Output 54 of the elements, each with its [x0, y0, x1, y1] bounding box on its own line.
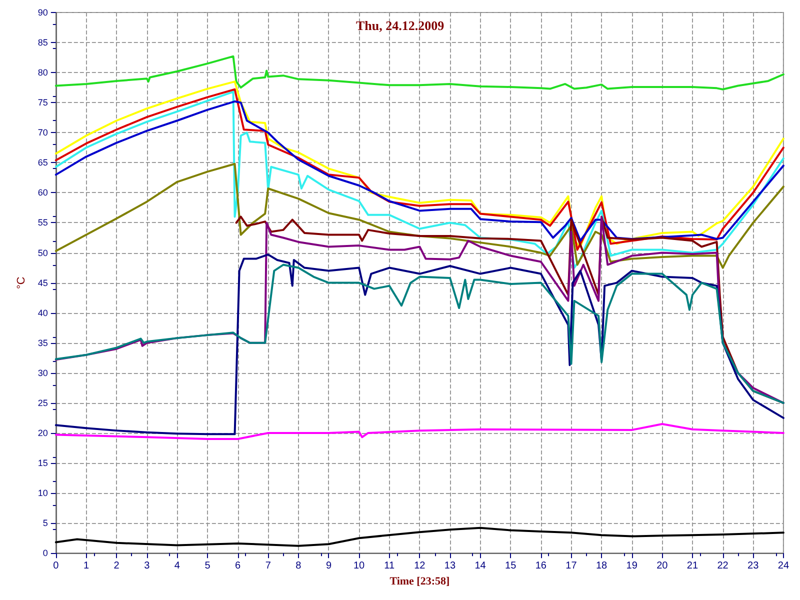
- x-tick-label: 22: [717, 560, 729, 572]
- y-tick-label: 70: [38, 128, 48, 138]
- y-tick-label: 20: [38, 428, 48, 438]
- x-axis-title: Time [23:58]: [390, 576, 450, 588]
- y-axis-title: °C: [16, 276, 28, 289]
- y-tick-label: 5: [42, 518, 48, 528]
- x-tick-label: 10: [353, 560, 366, 572]
- x-tick-label: 18: [596, 560, 608, 572]
- y-tick-label: 10: [38, 488, 48, 498]
- x-tick-label: 11: [384, 560, 395, 572]
- x-tick-label: 0: [53, 560, 60, 572]
- y-tick-label: 75: [38, 98, 48, 108]
- x-tick-label: 3: [144, 560, 150, 572]
- x-tick-label: 2: [114, 560, 120, 572]
- line-series: [54, 254, 784, 436]
- x-tick-label: 15: [505, 560, 517, 572]
- x-tick-label: 7: [265, 560, 272, 572]
- x-tick-label: 6: [235, 560, 242, 572]
- y-tick-label: 40: [38, 308, 48, 318]
- x-tick-label: 17: [566, 560, 578, 572]
- x-tick-label: 5: [204, 560, 211, 572]
- y-tick-label: 30: [38, 368, 48, 378]
- line-series: [54, 526, 784, 547]
- y-tick-label: 25: [38, 398, 48, 408]
- x-tick-label: 1: [83, 560, 90, 572]
- line-series: [54, 264, 784, 404]
- y-tick-label: 55: [38, 218, 48, 228]
- line-series: [54, 216, 784, 404]
- x-tick-label: 19: [626, 560, 638, 572]
- y-tick-label: 35: [38, 338, 48, 348]
- y-tick-label: 60: [38, 188, 48, 198]
- x-tick-label: 16: [535, 560, 547, 572]
- x-tick-label: 4: [174, 560, 180, 572]
- y-tick-label: 45: [38, 278, 48, 288]
- line-series: [54, 55, 784, 90]
- x-tick-label: 24: [778, 560, 790, 572]
- y-tick-label: 15: [38, 458, 48, 468]
- y-tick-label: 80: [38, 68, 48, 78]
- x-tick-label: 23: [748, 560, 760, 572]
- y-tick-label: 85: [38, 38, 48, 48]
- x-tick-label: 14: [474, 560, 486, 572]
- y-tick-label: 0: [42, 548, 48, 558]
- x-tick-label: 13: [444, 560, 456, 572]
- y-tick-label: 90: [38, 8, 48, 18]
- x-tick-label: 21: [686, 560, 698, 572]
- x-tick-label: 9: [326, 560, 332, 572]
- y-tick-label: 50: [38, 248, 48, 258]
- line-series: [54, 422, 784, 440]
- text: Thu, 24.12.2009: [356, 18, 445, 33]
- x-tick-label: 20: [656, 560, 668, 572]
- y-tick-label: 65: [38, 158, 48, 168]
- x-tick-label: 12: [414, 560, 426, 572]
- x-tick-label: 8: [296, 560, 302, 572]
- line-series: [54, 162, 784, 269]
